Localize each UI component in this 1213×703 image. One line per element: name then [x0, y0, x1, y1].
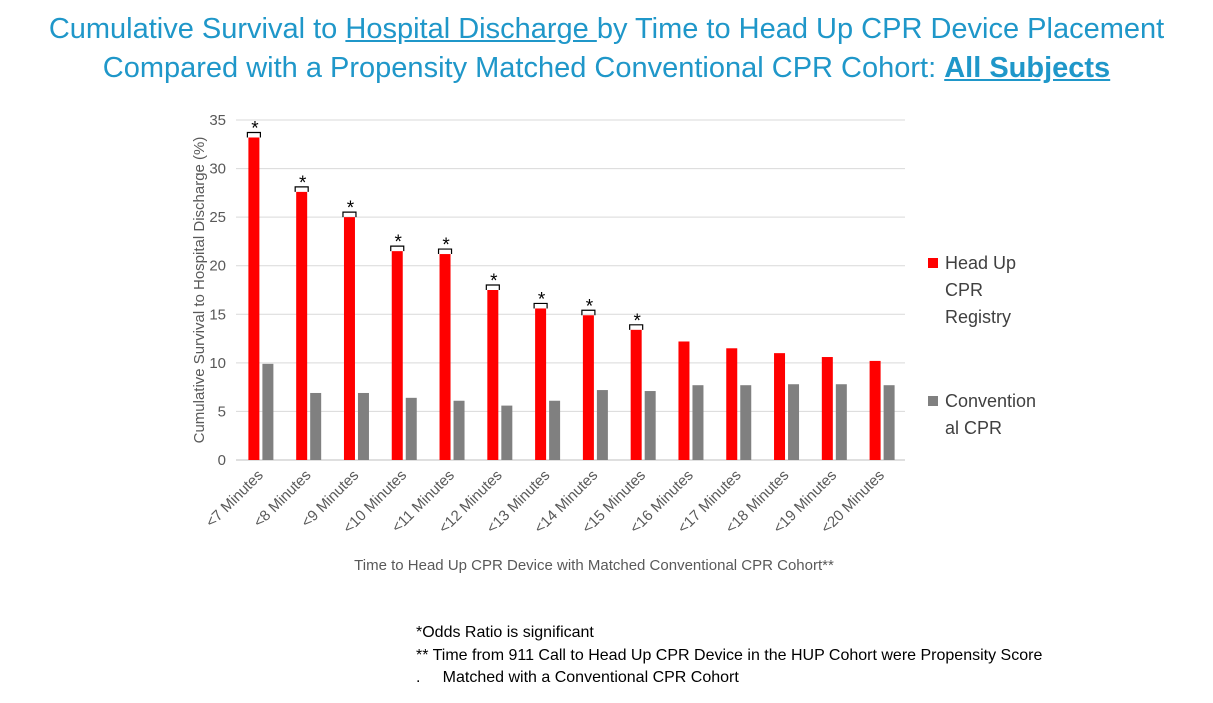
legend-label-line: Registry [945, 307, 1012, 327]
legend-label-line: al CPR [945, 418, 1003, 438]
significance-bracket [533, 302, 548, 309]
title-line-2: Compared with a Propensity Matched Conve… [0, 49, 1213, 88]
y-tick-label: 30 [209, 161, 226, 178]
bar-head-up-cpr [869, 360, 881, 460]
bar-conventional-cpr [644, 391, 656, 460]
bar-head-up-cpr [535, 308, 547, 460]
bar-conventional-cpr [501, 405, 513, 460]
significance-star: * [442, 235, 450, 256]
significance-bracket [629, 324, 644, 330]
footnote-significance: *Odds Ratio is significant [416, 624, 594, 641]
bar-conventional-cpr [310, 392, 322, 460]
bar-head-up-cpr [630, 329, 642, 460]
significance-bracket [390, 245, 405, 252]
y-tick-label: 0 [218, 452, 226, 469]
y-tick-label: 5 [218, 403, 226, 420]
y-axis-label: Cumulative Survival to Hospital Discharg… [191, 137, 208, 444]
title-line-1-suffix: by Time to Head Up CPR Device Placement [596, 13, 1165, 45]
chart-title: Cumulative Survival to Hospital Discharg… [0, 10, 1213, 88]
title-emphasis-hospital-discharge: Hospital Discharge [345, 13, 597, 45]
significance-star: * [347, 198, 355, 219]
significance-star: * [538, 289, 546, 310]
bar-conventional-cpr [549, 400, 561, 460]
bar-head-up-cpr [439, 254, 451, 460]
y-tick-label: 35 [209, 112, 226, 129]
significance-star: * [490, 271, 498, 292]
bar-conventional-cpr [453, 400, 465, 460]
x-axis-ticks: <7 Minutes<8 Minutes<9 Minutes<10 Minute… [203, 467, 888, 537]
footnotes: *Odds Ratio is significant ** Time from … [416, 622, 1042, 690]
significance-bracket [581, 309, 596, 316]
y-axis-ticks: 0 5 10 15 20 25 30 35 [209, 112, 226, 469]
legend-label-line: Head Up [945, 253, 1017, 273]
bar-head-up-cpr [248, 137, 260, 460]
bar-conventional-cpr [262, 363, 274, 460]
legend-label-line: Convention [945, 391, 1037, 411]
bars [248, 137, 895, 460]
bar-head-up-cpr [343, 217, 355, 460]
significance-star: * [395, 232, 403, 253]
significance-bracket [342, 211, 357, 218]
significance-bracket [485, 284, 500, 290]
bar-head-up-cpr [774, 353, 786, 460]
significance-bracket [437, 248, 453, 255]
title-line-2-prefix: Compared with a Propensity Matched Conve… [102, 52, 945, 84]
title-line-1: Cumulative Survival to Hospital Discharg… [0, 10, 1213, 49]
bar-head-up-cpr [487, 290, 499, 460]
significance-bracket [294, 186, 309, 192]
y-tick-label: 25 [209, 209, 226, 226]
bar-head-up-cpr [678, 341, 690, 460]
title-line-1-prefix: Cumulative Survival to [48, 13, 346, 45]
significance-star: * [299, 173, 307, 194]
legend-item: Head Up CPR Registry [928, 250, 1016, 331]
significance-star: * [633, 311, 641, 332]
bar-head-up-cpr [821, 357, 833, 460]
bar-conventional-cpr [596, 390, 608, 460]
bar-head-up-cpr [726, 348, 738, 460]
significance-markers: * * * * * * * * * [246, 118, 644, 332]
significance-star: * [586, 296, 594, 317]
title-emphasis-all-subjects: All Subjects [944, 52, 1111, 84]
legend-label: Head Up CPR Registry [945, 250, 1016, 331]
bar-conventional-cpr [788, 384, 800, 460]
bar-head-up-cpr [296, 191, 308, 460]
x-axis-label: Time to Head Up CPR Device with Matched … [354, 557, 834, 574]
bar-conventional-cpr [883, 385, 895, 460]
bar-conventional-cpr [357, 392, 369, 460]
bar-head-up-cpr [391, 251, 403, 460]
legend-label: Convention al CPR [945, 388, 1036, 442]
significance-star: * [251, 118, 259, 139]
gridlines [236, 119, 905, 461]
footnote-propensity: ** Time from 911 Call to Head Up CPR Dev… [416, 646, 1043, 664]
legend-item: Convention al CPR [928, 388, 1036, 442]
significance-bracket [246, 131, 261, 138]
bar-conventional-cpr [405, 397, 417, 460]
bar-conventional-cpr [740, 385, 752, 460]
legend-swatch [928, 258, 938, 268]
y-tick-label: 10 [209, 355, 226, 372]
y-tick-label: 20 [209, 258, 226, 275]
bar-conventional-cpr [835, 384, 847, 460]
bar-head-up-cpr [582, 315, 594, 460]
legend-label-line: CPR [945, 280, 984, 300]
y-tick-label: 15 [209, 306, 226, 323]
footnote-propensity-cont: . Matched with a Conventional CPR Cohort [416, 669, 739, 686]
legend-swatch [928, 396, 938, 406]
bar-conventional-cpr [692, 385, 704, 460]
